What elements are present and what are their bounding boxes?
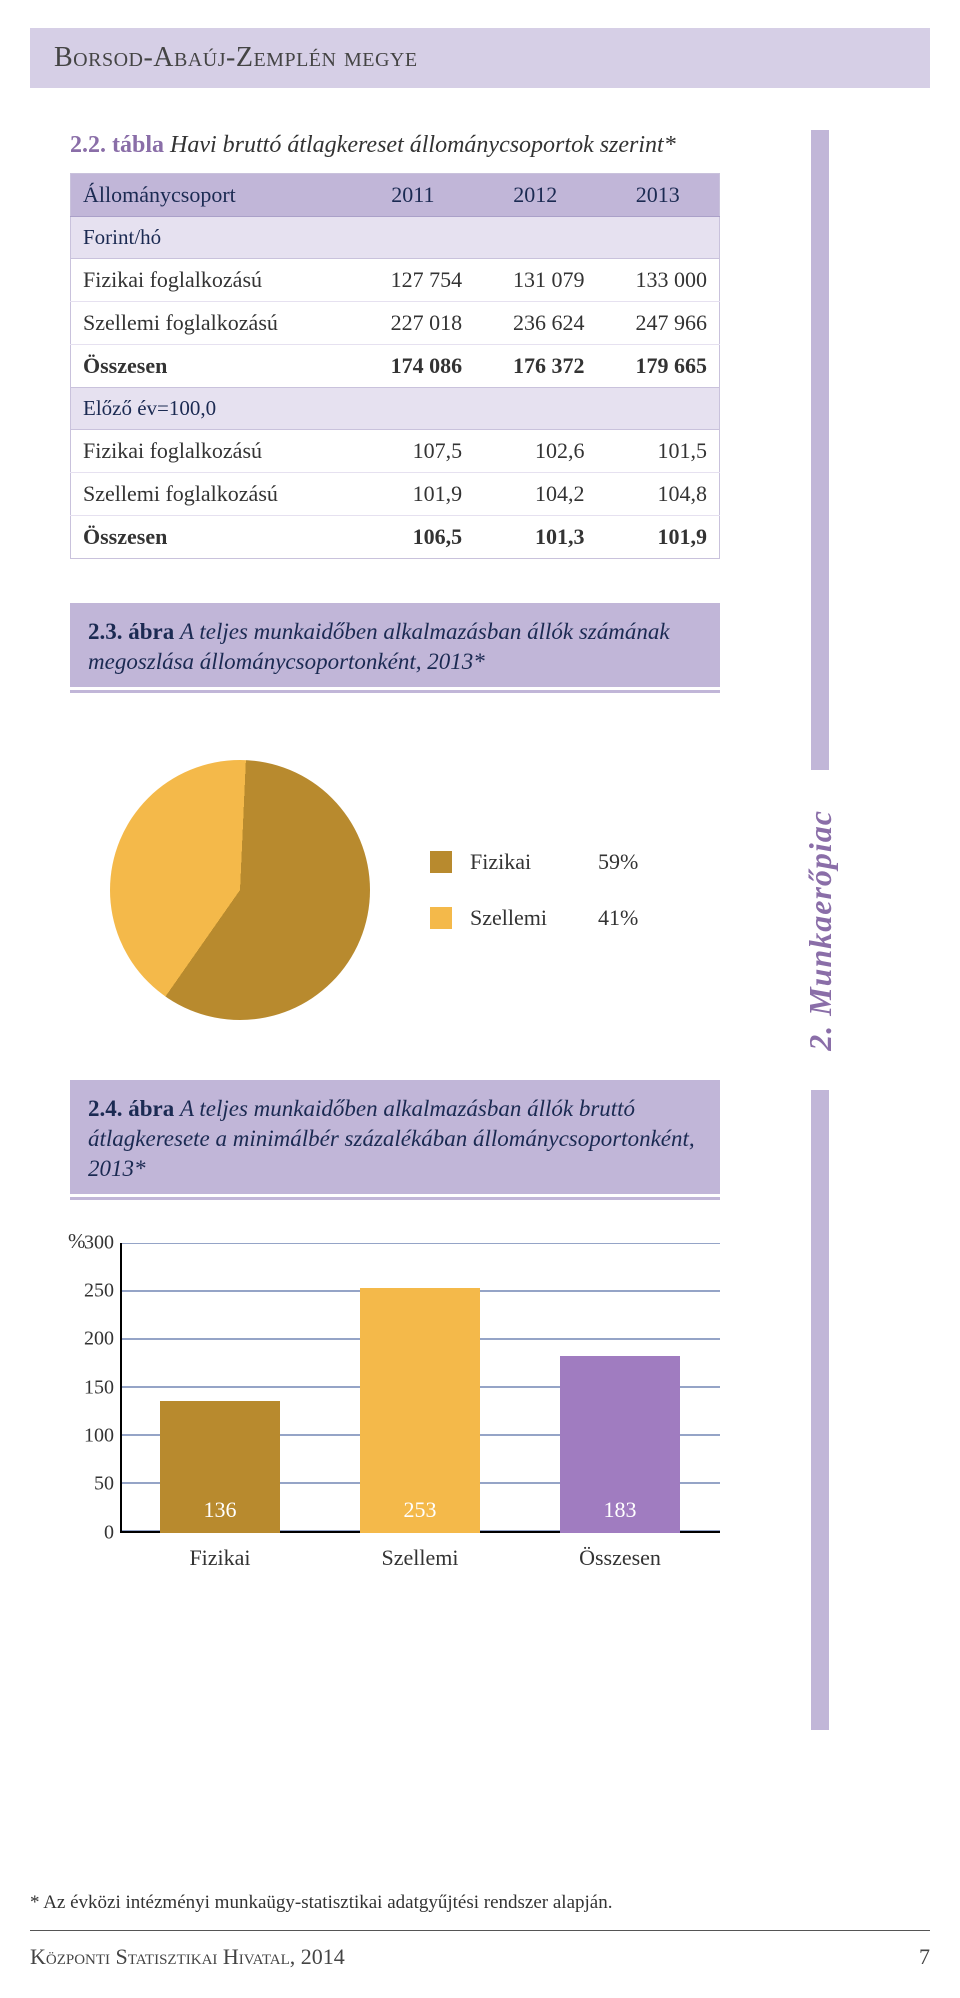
- bar-item: 136Fizikai: [145, 1243, 295, 1533]
- bar-series: 136Fizikai 253Szellemi 183Összesen: [120, 1243, 720, 1533]
- legend-swatch: [430, 851, 452, 873]
- figure-caption-pie: 2.3. ábra A teljes munkaidőben alkalmazá…: [70, 603, 720, 690]
- table-row: Fizikai foglalkozású107,5102,6101,5: [71, 430, 720, 473]
- bar-x-label: Összesen: [545, 1545, 695, 1571]
- col-header-y3: 2013: [596, 174, 719, 217]
- legend-swatch: [430, 907, 452, 929]
- bar-ytick: 100: [70, 1424, 114, 1447]
- figure-pie-number: 2.3. ábra: [88, 619, 174, 644]
- page-header: Borsod-Abaúj-Zemplén megye: [30, 28, 930, 88]
- table-cell-value: 127 754: [352, 259, 474, 302]
- bar-value-label: 136: [204, 1497, 237, 1523]
- table-cell-value: 227 018: [352, 302, 474, 345]
- side-stripe-bottom: [811, 1090, 829, 1730]
- table-cell-label: Szellemi foglalkozású: [71, 473, 352, 516]
- table-cell-value: 104,2: [474, 473, 596, 516]
- side-stripe-top: [811, 130, 829, 770]
- footer-source: Központi Statisztikai Hivatal, 2014: [30, 1934, 345, 1970]
- table-cell-value: 104,8: [596, 473, 719, 516]
- table-cell-value: 133 000: [596, 259, 719, 302]
- table-cell-value: 179 665: [596, 345, 719, 388]
- table-cell-value: 176 372: [474, 345, 596, 388]
- table-row: Összesen174 086176 372179 665: [71, 345, 720, 388]
- section-label: 2. Munkaerőpiac: [802, 810, 839, 1051]
- legend-label: Szellemi: [470, 905, 580, 931]
- figure-bar-title: A teljes munkaidőben alkalmazásban állók…: [88, 1096, 695, 1181]
- bar-ytick: 150: [70, 1376, 114, 1399]
- pie-chart: Fizikai 59% Szellemi 41%: [70, 760, 720, 1020]
- bar-value-label: 253: [404, 1497, 437, 1523]
- table-cell-value: 106,5: [352, 516, 474, 559]
- bar-ytick: 0: [70, 1521, 114, 1544]
- legend-percent: 41%: [598, 905, 668, 931]
- table-cell-value: 101,9: [596, 516, 719, 559]
- table-cell-value: 101,5: [596, 430, 719, 473]
- page-footer: Központi Statisztikai Hivatal, 2014 7: [30, 1930, 930, 1974]
- table-cell-label: Fizikai foglalkozású: [71, 430, 352, 473]
- table-cell-value: 131 079: [474, 259, 596, 302]
- table-title: Havi bruttó átlagkereset állománycsoport…: [170, 132, 676, 158]
- table-caption: 2.2. tábla Havi bruttó átlagkereset állo…: [70, 130, 720, 161]
- table-cell-label: Szellemi foglalkozású: [71, 302, 352, 345]
- region-title: Borsod-Abaúj-Zemplén megye: [54, 42, 418, 74]
- bar-item: 183Összesen: [545, 1243, 695, 1533]
- pie-graphic: [110, 760, 370, 1020]
- table-subheader-cell: Előző év=100,0: [71, 388, 720, 430]
- table-row: Összesen106,5101,3101,9: [71, 516, 720, 559]
- table-row: Fizikai foglalkozású127 754131 079133 00…: [71, 259, 720, 302]
- table-cell-value: 107,5: [352, 430, 474, 473]
- bar-ytick: 50: [70, 1473, 114, 1496]
- salary-table: Állománycsoport 2011 2012 2013 Forint/hó…: [70, 173, 720, 559]
- bar-ytick: 300: [70, 1231, 114, 1254]
- col-header-y1: 2011: [352, 174, 474, 217]
- table-cell-label: Fizikai foglalkozású: [71, 259, 352, 302]
- bar-x-label: Fizikai: [145, 1545, 295, 1571]
- col-header-group: Állománycsoport: [71, 174, 352, 217]
- table-row: Szellemi foglalkozású227 018236 624247 9…: [71, 302, 720, 345]
- table-cell-label: Összesen: [71, 516, 352, 559]
- table-row: Szellemi foglalkozású101,9104,2104,8: [71, 473, 720, 516]
- bar-ytick: 200: [70, 1328, 114, 1351]
- pie-legend: Fizikai 59% Szellemi 41%: [430, 849, 668, 931]
- table-cell-value: 102,6: [474, 430, 596, 473]
- figure-pie-title: A teljes munkaidőben alkalmazásban állók…: [88, 619, 670, 674]
- figure-bar-number: 2.4. ábra: [88, 1096, 174, 1121]
- main-content: 2.2. tábla Havi bruttó átlagkereset állo…: [70, 130, 720, 1593]
- table-subheader: Forint/hó: [71, 217, 720, 259]
- table-cell-value: 101,3: [474, 516, 596, 559]
- table-number: 2.2. tábla: [70, 132, 164, 158]
- table-cell-value: 247 966: [596, 302, 719, 345]
- table-cell-value: 101,9: [352, 473, 474, 516]
- side-column: 2. Munkaerőpiac: [760, 130, 880, 1730]
- table-cell-value: 174 086: [352, 345, 474, 388]
- legend-item: Fizikai 59%: [430, 849, 668, 875]
- legend-label: Fizikai: [470, 849, 580, 875]
- table-cell-value: 236 624: [474, 302, 596, 345]
- bar-item: 253Szellemi: [345, 1243, 495, 1533]
- bar-ytick: 250: [70, 1279, 114, 1302]
- figure-caption-bar: 2.4. ábra A teljes munkaidőben alkalmazá…: [70, 1080, 720, 1197]
- table-cell-label: Összesen: [71, 345, 352, 388]
- legend-item: Szellemi 41%: [430, 905, 668, 931]
- col-header-y2: 2012: [474, 174, 596, 217]
- bar-x-label: Szellemi: [345, 1545, 495, 1571]
- table-subheader-cell: Forint/hó: [71, 217, 720, 259]
- footer-rule: [30, 1930, 930, 1931]
- table-subheader: Előző év=100,0: [71, 388, 720, 430]
- table-header-row: Állománycsoport 2011 2012 2013: [71, 174, 720, 217]
- footer-page-number: 7: [919, 1934, 930, 1970]
- bar-value-label: 183: [604, 1497, 637, 1523]
- bar-chart: % 136Fizikai253Szellemi183Összesen 05010…: [70, 1233, 720, 1593]
- footnote: * Az évközi intézményi munkaügy-statiszt…: [30, 1892, 612, 1914]
- legend-percent: 59%: [598, 849, 668, 875]
